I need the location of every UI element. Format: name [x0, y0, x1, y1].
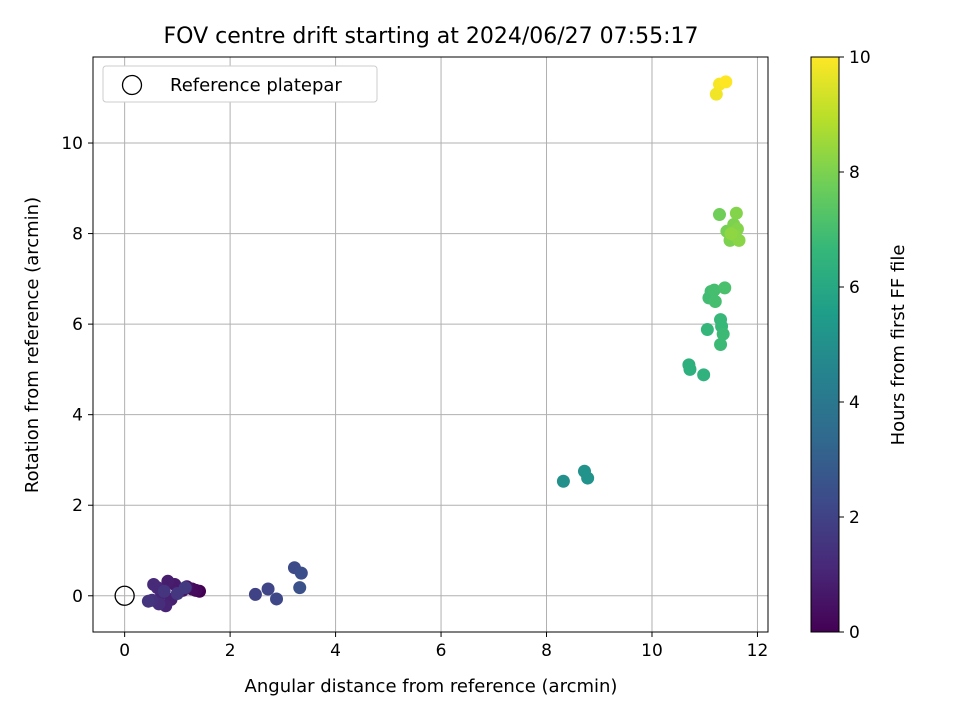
y-tick-label: 8	[72, 225, 83, 245]
colorbar-tick-label: 2	[849, 508, 860, 528]
grid-lines	[93, 57, 768, 632]
colorbar-tick-label: 10	[849, 48, 871, 68]
y-axis-ticks: 0 2 4 6 8 10	[61, 134, 93, 607]
x-axis-ticks: 0 2 4 6 8 10 12	[119, 632, 768, 661]
colorbar-gradient	[810, 56, 840, 633]
y-tick-label: 6	[72, 315, 83, 335]
data-point	[556, 474, 570, 488]
data-point	[161, 574, 175, 588]
colorbar: 0 2 4 6 8 10 Hours from first FF file	[810, 48, 909, 643]
legend: Reference platepar	[102, 65, 378, 103]
data-point	[147, 577, 161, 591]
colorbar-tick-label: 6	[849, 278, 860, 298]
legend-box	[102, 65, 378, 103]
data-point	[724, 227, 738, 241]
data-point	[729, 206, 743, 220]
data-point	[708, 294, 722, 308]
chart-title: FOV centre drift starting at 2024/06/27 …	[164, 24, 699, 49]
colorbar-label: Hours from first FF file	[888, 245, 909, 446]
x-tick-label: 12	[747, 641, 769, 661]
data-point	[294, 566, 308, 580]
x-tick-label: 4	[330, 641, 341, 661]
y-tick-label: 4	[72, 406, 83, 426]
y-tick-label: 0	[72, 587, 83, 607]
plot-area	[92, 56, 769, 633]
data-point	[178, 581, 192, 595]
y-tick-label: 2	[72, 496, 83, 516]
data-point	[714, 338, 728, 351]
legend-entry-reference: Reference platepar	[170, 75, 342, 96]
data-point	[270, 592, 284, 606]
data-point	[293, 581, 307, 595]
x-axis-label: Angular distance from reference (arcmin)	[245, 676, 618, 697]
x-tick-label: 6	[436, 641, 447, 661]
data-point	[712, 208, 726, 222]
colorbar-ticks: 0 2 4 6 8 10	[839, 48, 871, 643]
data-point	[697, 368, 711, 382]
y-axis-label: Rotation from reference (arcmin)	[22, 197, 43, 493]
colorbar-tick-label: 4	[849, 393, 860, 413]
data-point	[157, 584, 171, 598]
data-point	[581, 471, 595, 485]
data-point	[141, 594, 155, 608]
data-point	[700, 323, 714, 337]
data-point	[716, 327, 730, 341]
colorbar-tick-label: 0	[849, 623, 860, 643]
legend-reference-marker	[121, 74, 143, 96]
data-point	[707, 283, 721, 297]
data-point	[709, 87, 723, 101]
data-point	[718, 281, 732, 295]
reference-platepar-marker	[114, 585, 135, 606]
data-point	[248, 587, 262, 601]
x-tick-label: 0	[119, 641, 130, 661]
x-tick-label: 2	[225, 641, 236, 661]
data-point	[719, 75, 733, 89]
data-points	[114, 75, 746, 613]
colorbar-tick-label: 8	[849, 163, 860, 183]
y-tick-label: 10	[61, 134, 83, 154]
x-tick-label: 8	[541, 641, 552, 661]
data-point	[683, 362, 697, 376]
x-tick-label: 10	[641, 641, 663, 661]
data-point	[261, 582, 275, 596]
